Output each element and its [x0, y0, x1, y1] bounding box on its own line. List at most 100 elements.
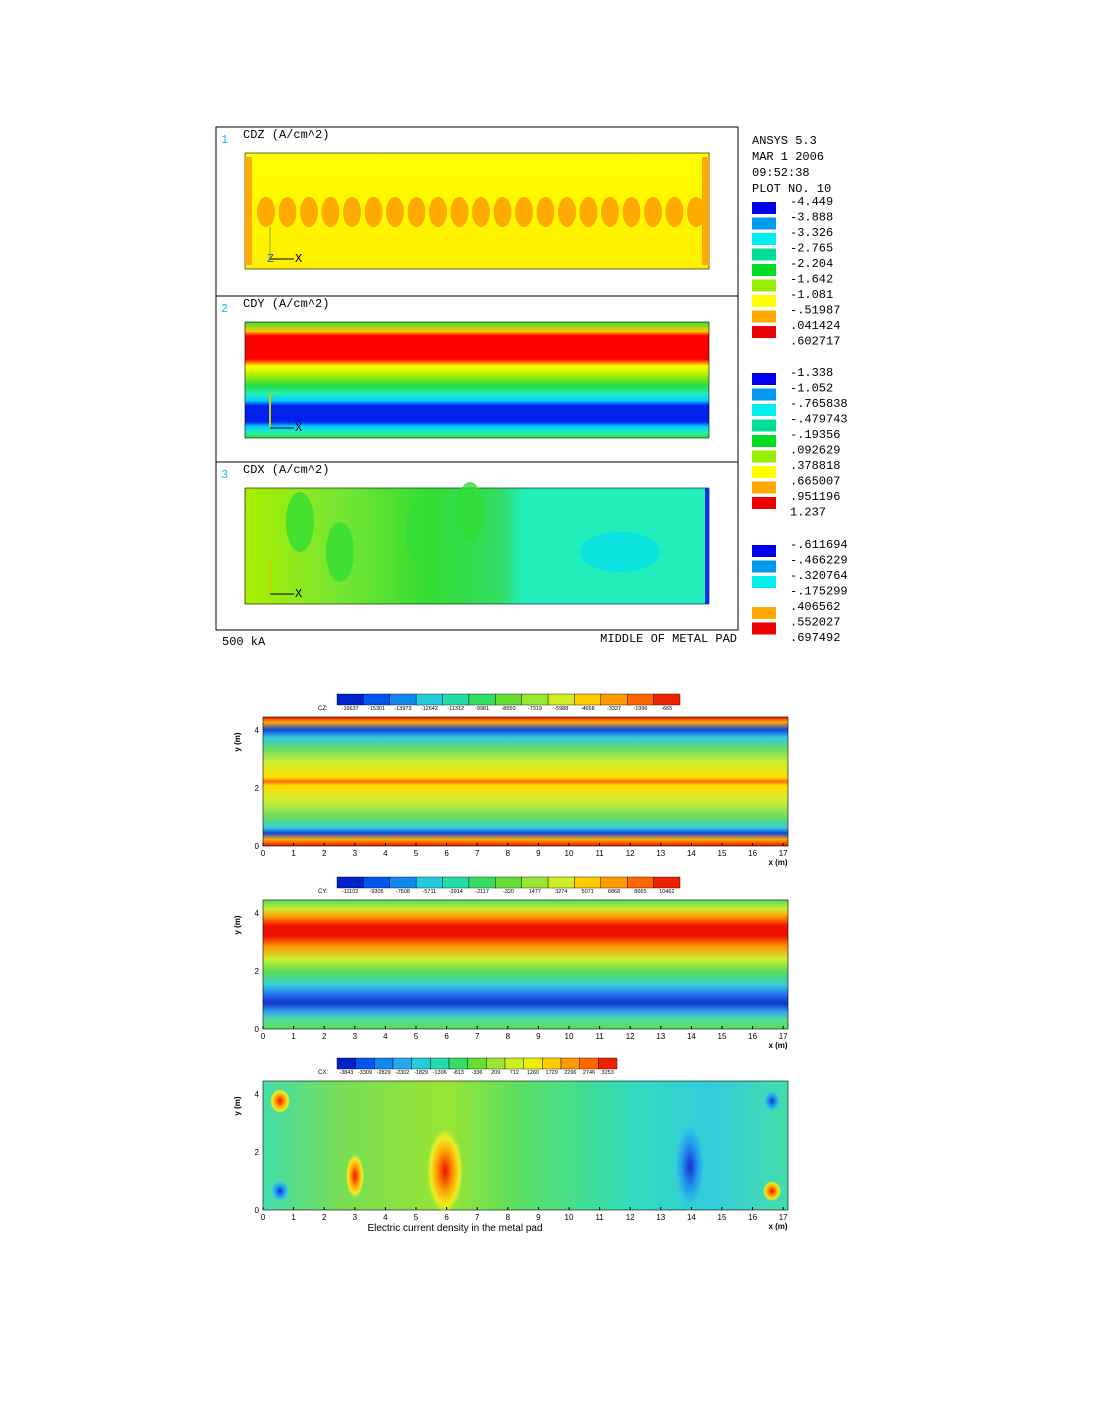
- legend-value: 1.237: [790, 506, 826, 520]
- contour-blob: [580, 532, 660, 572]
- legend-value: .665007: [790, 475, 840, 489]
- y-tick-label: 2: [255, 967, 260, 976]
- colorbar-cell: [495, 876, 522, 889]
- legend-swatch: [752, 450, 776, 463]
- x-tick-label: 1: [291, 849, 296, 858]
- legend-value: .552027: [790, 616, 840, 630]
- contour-blob: [326, 522, 354, 582]
- x-axis-label: x (m): [768, 1222, 787, 1231]
- legend-swatch: [752, 295, 776, 307]
- panel-number: 3: [221, 468, 228, 482]
- colorbar-cell: [389, 693, 417, 706]
- ansys-frame: [215, 126, 739, 631]
- x-tick-label: 5: [414, 1032, 419, 1041]
- x-tick-label: 3: [353, 1213, 358, 1222]
- panel-label: CDZ (A/cm^2): [243, 128, 329, 142]
- colorbar-cell: [627, 693, 654, 706]
- legend-swatch: [752, 404, 776, 416]
- contour-field: [262, 1080, 789, 1211]
- legend-value: -1.338: [790, 366, 833, 380]
- x-tick-label: 7: [475, 1213, 480, 1222]
- contour-field: [262, 716, 789, 847]
- contour-blob: [300, 197, 318, 227]
- legend-swatch: [752, 326, 776, 338]
- x-tick-label: 4: [383, 1213, 388, 1222]
- x-tick-label: 17: [779, 1213, 788, 1222]
- legend-swatch: [752, 481, 776, 494]
- y-tick-label: 4: [255, 909, 260, 918]
- x-tick-label: 13: [656, 849, 665, 858]
- legend-swatch: [752, 607, 776, 619]
- colorbar-cell: [521, 693, 549, 706]
- contour-blob: [687, 197, 705, 227]
- colorbar-cell: [430, 1057, 450, 1070]
- colorbar-value: -3327: [607, 706, 621, 712]
- contour-blob: [558, 197, 576, 227]
- contour-blob: [427, 1129, 463, 1213]
- x-tick-label: 17: [779, 849, 788, 858]
- contour-blob: [271, 1181, 289, 1201]
- colorbar-name: CX:: [318, 1070, 328, 1076]
- triad-label: X: [295, 252, 302, 266]
- colorbar-value: 3274: [555, 889, 567, 895]
- colorbar-cell: [574, 876, 602, 889]
- legend-value: -.479743: [790, 413, 848, 427]
- colorbar-value: -320: [503, 889, 514, 895]
- contour-blob: [346, 1154, 364, 1198]
- contour-blob: [407, 197, 426, 227]
- figure-caption: Electric current density in the metal pa…: [367, 1223, 542, 1234]
- x-tick-label: 13: [656, 1032, 665, 1041]
- legend-value: -.51987: [790, 304, 840, 318]
- legend-swatch: [752, 373, 776, 385]
- panel-number: 1: [221, 133, 228, 147]
- x-tick-label: 8: [506, 849, 511, 858]
- colorbar-value: -4658: [581, 706, 595, 712]
- colorbar-value: -1829: [414, 1070, 428, 1076]
- y-tick-label: 0: [255, 1206, 260, 1215]
- colorbar-cell: [486, 1057, 506, 1070]
- legend-value: .406562: [790, 600, 840, 614]
- y-axis-label: y (m): [233, 915, 242, 934]
- colorbar-cell: [598, 1057, 618, 1070]
- contour-field: [244, 321, 710, 439]
- x-tick-label: 1: [291, 1032, 296, 1041]
- x-tick-label: 15: [718, 1032, 727, 1041]
- legend-swatch: [752, 279, 776, 292]
- triad-label: X: [295, 587, 302, 601]
- colorbar-cell: [415, 693, 443, 706]
- colorbar-value: -9305: [370, 889, 384, 895]
- colorbar-value: 6868: [608, 889, 620, 895]
- x-tick-label: 3: [353, 1032, 358, 1041]
- colorbar-cell: [627, 876, 654, 889]
- colorbar-value: -3309: [358, 1070, 372, 1076]
- y-tick-label: 2: [255, 784, 260, 793]
- colorbar-cell: [448, 1057, 468, 1070]
- contour-blob: [257, 197, 275, 227]
- colorbar-value: -2117: [475, 889, 489, 895]
- legend-value: -1.081: [790, 288, 833, 302]
- contour-blob: [386, 197, 404, 227]
- x-tick-label: 10: [565, 1032, 574, 1041]
- colorbar-cell: [363, 876, 390, 889]
- colorbar-value: -7508: [396, 889, 410, 895]
- legend-value: .951196: [790, 490, 840, 504]
- triad-label: Y: [267, 556, 274, 570]
- legend-value: -.611694: [790, 538, 848, 552]
- triad-label: X: [295, 421, 302, 435]
- x-tick-label: 16: [748, 1213, 757, 1222]
- colorbar-value: -5711: [423, 889, 437, 895]
- contour-edge: [245, 157, 252, 265]
- contour-blob: [579, 197, 598, 227]
- contour-blob: [286, 492, 314, 552]
- contour-blob: [321, 197, 340, 227]
- colorbar-value: -9981: [475, 706, 489, 712]
- contour-edge: [702, 157, 709, 265]
- colorbar-cell: [363, 693, 390, 706]
- colorbar-value: 1260: [527, 1070, 539, 1076]
- colorbar-cell: [442, 876, 470, 889]
- x-tick-label: 5: [414, 1213, 419, 1222]
- x-tick-label: 9: [536, 1032, 541, 1041]
- colorbar-value: -7319: [528, 706, 542, 712]
- y-tick-label: 2: [255, 1148, 260, 1157]
- colorbar-value: -16637: [342, 706, 359, 712]
